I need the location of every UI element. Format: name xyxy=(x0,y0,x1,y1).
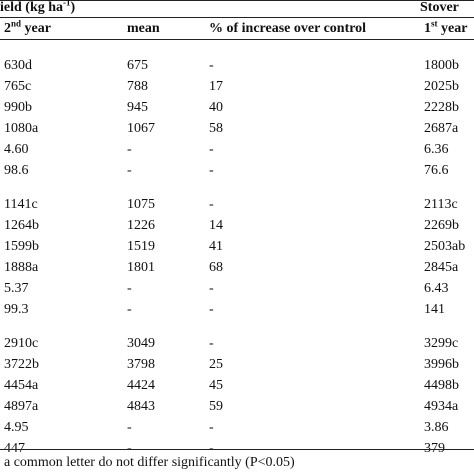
table-cell-y1: 1800b xyxy=(424,58,459,73)
table-cell-y1: 4498b xyxy=(424,378,459,393)
table-cell-y2: 99.3 xyxy=(4,302,29,317)
table-cell-y2: 1599b xyxy=(4,239,39,254)
table-cell-inc: - xyxy=(209,281,214,296)
table-cell-mean: - xyxy=(127,441,132,457)
table-cell-y2: 5.37 xyxy=(4,281,29,296)
table-cell-inc: 59 xyxy=(209,399,223,414)
table-cell-mean: 1067 xyxy=(127,121,155,136)
table-cell-inc: - xyxy=(209,420,214,435)
table-cell-y2: 447 xyxy=(4,441,25,456)
table-cell-y2: 765c xyxy=(4,79,32,94)
col-header-year1: 1st year xyxy=(424,18,468,37)
table-cell-y1: 141 xyxy=(424,302,445,317)
table-cell-y1: 3.86 xyxy=(424,420,449,435)
table-cell-inc: - xyxy=(209,58,214,73)
table-cell-y1: 2228b xyxy=(424,100,459,115)
table-cell-y1: 2503ab xyxy=(424,239,466,254)
table-cell-y1: 2269b xyxy=(424,218,459,233)
year2-word: year xyxy=(21,21,51,36)
table-cell-inc: - xyxy=(209,197,214,212)
yield-header-main: ield (kg ha xyxy=(0,0,64,15)
table-cell-y2: 630d xyxy=(4,58,32,73)
table-cell-inc: - xyxy=(209,163,214,178)
header-bottom-rule xyxy=(0,39,474,40)
table-cell-mean: 3798 xyxy=(127,357,155,372)
table-cell-y2: 4.95 xyxy=(4,420,29,435)
table-cell-inc: 41 xyxy=(209,239,223,254)
table-cell-mean: 675 xyxy=(127,58,148,73)
table-cell-mean: 4843 xyxy=(127,399,155,414)
col-header-increase: % of increase over control xyxy=(209,21,367,36)
table-cell-y1: 6.43 xyxy=(424,281,449,296)
table-cell-inc: 45 xyxy=(209,378,223,393)
top-rule xyxy=(0,0,474,1)
table-cell-y1: 2025b xyxy=(424,79,459,94)
table-cell-inc: - xyxy=(209,336,214,351)
table-cell-y2: 2910c xyxy=(4,336,39,351)
col-header-year2: 2nd year xyxy=(4,18,51,37)
table-cell-y1: 379 xyxy=(424,441,445,456)
year1-sup: st xyxy=(431,18,438,29)
table-cell-mean: 1226 xyxy=(127,218,155,233)
table-bottom-rule xyxy=(0,449,474,450)
table-cell-mean: - xyxy=(127,142,132,157)
table-cell-mean: - xyxy=(127,420,132,435)
table-cell-y1: 2113c xyxy=(424,197,458,212)
table-cell-y2: 4.60 xyxy=(4,142,29,157)
table-cell-mean: 788 xyxy=(127,79,148,94)
year2-sup: nd xyxy=(11,18,22,29)
table-cell-y2: 4454a xyxy=(4,378,39,393)
table-cell-mean: - xyxy=(127,281,132,296)
yield-header-sup: -1 xyxy=(63,0,71,8)
table-cell-mean: 1075 xyxy=(127,197,155,212)
table-cell-mean: - xyxy=(127,163,132,178)
table-cell-y2: 1141c xyxy=(4,197,38,212)
table-cell-y1: 2687a xyxy=(424,121,459,136)
table-cell-y2: 98.6 xyxy=(4,163,29,178)
table-cell-inc: - xyxy=(209,441,214,457)
year1-num: 1 xyxy=(424,21,431,36)
table-cell-mean: - xyxy=(127,302,132,317)
table-cell-y2: 4897a xyxy=(4,399,39,414)
table-cell-inc: 14 xyxy=(209,218,223,233)
table-cell-inc: 40 xyxy=(209,100,223,115)
table-cell-y1: 2845a xyxy=(424,260,459,275)
table-cell-inc: - xyxy=(209,302,214,317)
header-mid-rule xyxy=(0,17,474,18)
table-cell-inc: 58 xyxy=(209,121,223,136)
table-cell-y1: 3996b xyxy=(424,357,459,372)
year2-num: 2 xyxy=(4,21,11,36)
footnote: a common letter do not differ significan… xyxy=(4,455,295,470)
table-cell-mean: 1519 xyxy=(127,239,155,254)
table-cell-mean: 3049 xyxy=(127,336,155,351)
yield-header: ield (kg ha-1) xyxy=(0,0,75,16)
table-cell-inc: - xyxy=(209,142,214,157)
stover-header: Stover xyxy=(420,0,459,15)
col-header-mean: mean xyxy=(127,21,160,36)
table-cell-y1: 6.36 xyxy=(424,142,449,157)
table-cell-y1: 4934a xyxy=(424,399,459,414)
year1-word: year xyxy=(437,21,468,36)
table-cell-y2: 1888a xyxy=(4,260,39,275)
yield-header-tail: ) xyxy=(70,0,76,15)
table-cell-mean: 945 xyxy=(127,100,148,115)
table-cell-y2: 990b xyxy=(4,100,32,115)
table-cell-mean: 1801 xyxy=(127,260,155,275)
table-cell-y1: 76.6 xyxy=(424,163,449,178)
table-cell-y1: 3299c xyxy=(424,336,459,351)
table-cell-y2: 1264b xyxy=(4,218,39,233)
table-cell-mean: 4424 xyxy=(127,378,155,393)
table-cell-y2: 3722b xyxy=(4,357,39,372)
table-cell-inc: 17 xyxy=(209,79,223,94)
table-cell-inc: 68 xyxy=(209,260,223,275)
table-cell-inc: 25 xyxy=(209,357,223,372)
table-cell-y2: 1080a xyxy=(4,121,39,136)
